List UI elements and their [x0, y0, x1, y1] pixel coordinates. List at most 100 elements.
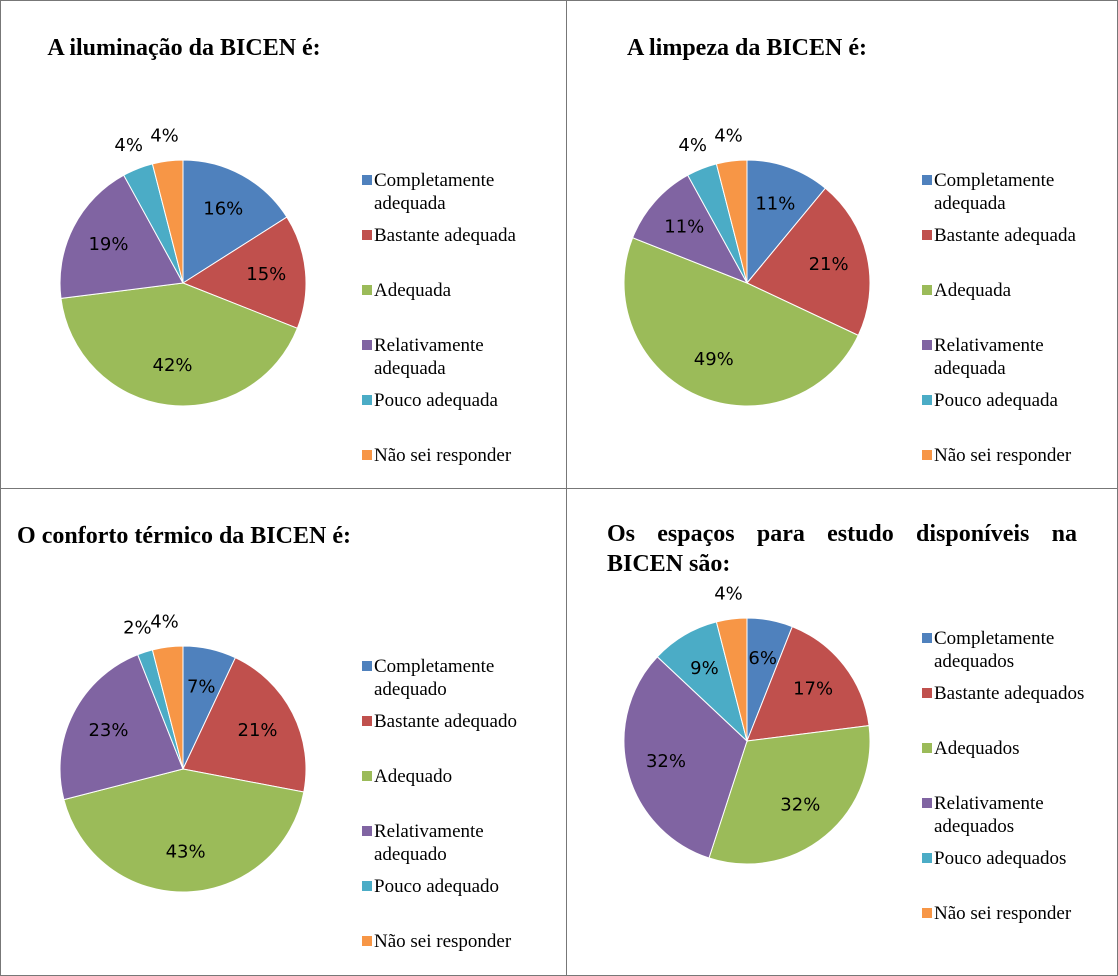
legend-label: Relativamente adequada	[934, 335, 1044, 379]
pie-chart: 6% 17% 32% 32% 9% 4%	[623, 584, 871, 865]
legend-swatch	[362, 661, 372, 671]
legend-label: Completamente adequada	[374, 170, 495, 214]
data-label: 2%	[123, 618, 152, 639]
pie-slice	[623, 237, 859, 407]
pie-slice	[715, 617, 748, 742]
legend-label: Não sei responder	[934, 445, 1072, 466]
data-label: 32%	[646, 751, 686, 772]
data-label: 21%	[809, 254, 849, 275]
chart-title: O conforto térmico da BICEN é:	[17, 523, 351, 549]
legend-item: Não sei responder	[922, 902, 1114, 925]
pie-slice	[59, 174, 184, 299]
legend-swatch	[922, 743, 932, 753]
legend-item: Relativamente adequados	[922, 792, 1114, 838]
legend-swatch	[362, 881, 372, 891]
legend-label: Pouco adequados	[934, 848, 1067, 869]
legend-label: Completamente adequado	[374, 656, 495, 700]
legend-swatch	[922, 450, 932, 460]
data-label: 21%	[238, 720, 278, 741]
legend-item: Relativamente adequada	[922, 334, 1114, 380]
legend-swatch	[922, 340, 932, 350]
legend-item: Completamente adequados	[922, 627, 1114, 673]
legend-label: Completamente adequada	[934, 170, 1055, 214]
pie-slice	[63, 768, 305, 893]
data-label: 4%	[714, 126, 743, 147]
legend-item: Pouco adequados	[922, 847, 1114, 870]
pie-slice	[59, 653, 184, 801]
pie-slice	[623, 656, 748, 859]
legend-item: Completamente adequado	[362, 655, 554, 701]
chart-title: A iluminação da BICEN é:	[47, 35, 321, 61]
legend-swatch	[922, 633, 932, 643]
legend-label: Bastante adequada	[934, 225, 1076, 246]
data-label: 32%	[780, 794, 820, 815]
legend-label: Adequada	[374, 280, 452, 301]
legend-item: Não sei responder	[362, 444, 554, 467]
legend-label: Pouco adequada	[374, 390, 498, 411]
pie-chart: 16% 15% 42% 19% 4% 4%	[59, 126, 307, 407]
legend-item: Relativamente adequado	[362, 820, 554, 866]
legend-swatch	[362, 826, 372, 836]
legend-label: Bastante adequados	[934, 683, 1085, 704]
data-label: 6%	[748, 648, 777, 669]
legend-swatch	[922, 175, 932, 185]
data-label: 11%	[755, 193, 795, 214]
legend-item: Bastante adequado	[362, 710, 554, 733]
chart-cell: 16% 15% 42% 19% 4% 4% A iluminação da BICEN é:…	[0, 0, 567, 489]
legend-item: Adequada	[922, 279, 1114, 302]
legend-item: Bastante adequada	[922, 224, 1114, 247]
chart-cell: 6% 17% 32% 32% 9% 4% Os espaços para estudo di…	[566, 488, 1118, 976]
legend-item: Adequados	[922, 737, 1114, 760]
legend-swatch	[922, 908, 932, 918]
legend-item: Bastante adequada	[362, 224, 554, 247]
data-label: 17%	[793, 679, 833, 700]
legend-swatch	[922, 230, 932, 240]
legend-item: Bastante adequados	[922, 682, 1114, 705]
data-label: 9%	[690, 658, 719, 679]
chart-title: Os espaços para estudo disponíveis na BI…	[607, 521, 1077, 577]
pie-slice	[151, 159, 184, 284]
legend-swatch	[362, 395, 372, 405]
data-label: 4%	[150, 612, 179, 633]
legend-label: Adequado	[374, 766, 453, 787]
legend-swatch	[362, 936, 372, 946]
pie-slice	[746, 187, 871, 337]
legend-item: Pouco adequada	[362, 389, 554, 412]
legend-item: Relativamente adequada	[362, 334, 554, 380]
pie-slice	[708, 725, 871, 865]
legend-label: Relativamente adequados	[934, 793, 1044, 837]
legend-label: Pouco adequada	[934, 390, 1058, 411]
legend-label: Completamente adequados	[934, 628, 1055, 672]
data-label: 49%	[694, 349, 734, 370]
legend-label: Relativamente adequada	[374, 335, 484, 379]
legend-swatch	[922, 688, 932, 698]
legend-item: Completamente adequada	[922, 169, 1114, 215]
data-label: 43%	[166, 842, 206, 863]
pie-slice	[181, 216, 307, 329]
data-label: 4%	[150, 126, 179, 147]
legend-item: Pouco adequado	[362, 875, 554, 898]
legend-item: Não sei responder	[922, 444, 1114, 467]
legend-item: Pouco adequada	[922, 389, 1114, 412]
legend-item: Adequada	[362, 279, 554, 302]
pie-chart: 11% 21% 49% 11% 4% 4%	[623, 126, 871, 407]
legend-label: Adequados	[934, 738, 1020, 759]
legend-swatch	[362, 340, 372, 350]
legend-item: Completamente adequada	[362, 169, 554, 215]
legend-label: Não sei responder	[374, 931, 512, 952]
legend-label: Não sei responder	[934, 903, 1072, 924]
data-label: 4%	[114, 135, 143, 156]
chart-cell: 11% 21% 49% 11% 4% 4% A limpeza da BICEN é: Com…	[566, 0, 1118, 489]
data-label: 15%	[246, 264, 286, 285]
data-label: 4%	[678, 135, 707, 156]
legend-swatch	[922, 285, 932, 295]
legend-label: Não sei responder	[374, 445, 512, 466]
legend-swatch	[362, 450, 372, 460]
legend-swatch	[362, 771, 372, 781]
data-label: 23%	[88, 720, 128, 741]
legend-swatch	[922, 395, 932, 405]
pie-slice	[746, 625, 870, 742]
legend-label: Pouco adequado	[374, 876, 500, 897]
legend-swatch	[362, 230, 372, 240]
